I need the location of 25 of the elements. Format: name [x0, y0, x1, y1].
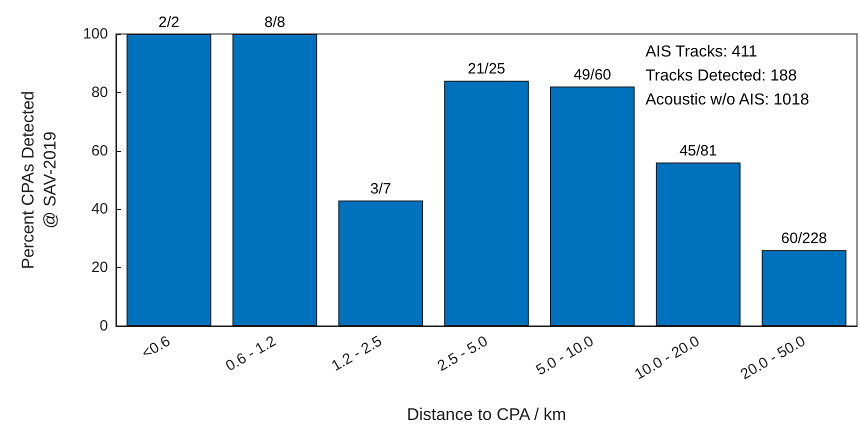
x-tick-label: 20.0 - 50.0 [738, 332, 808, 384]
annotation: 2/2 [158, 14, 180, 31]
x-tick-label: 2.5 - 5.0 [434, 332, 491, 375]
y-tick-label: 80 [91, 84, 108, 101]
annotation: Acoustic w/o AIS: 1018 [645, 92, 810, 108]
annotation: 45/81 [679, 142, 717, 160]
annotation: 60/228 [781, 230, 828, 248]
annotation: 21/25 [468, 60, 506, 78]
y-axis-title: Percent CPAs Detected @ SAV-2019 [18, 90, 60, 270]
x-tick-label: 10.0 - 20.0 [632, 332, 702, 384]
annotation: 8/8 [264, 14, 286, 31]
annotation: AIS Tracks: 411 [645, 44, 758, 60]
annotation: 3/7 [370, 180, 392, 198]
y-tick-label: 20 [91, 259, 108, 276]
x-tick-label: 0.6 - 1.2 [222, 332, 280, 375]
x-tick-label: 5.0 - 10.0 [533, 332, 597, 380]
y-tick-label: 100 [82, 26, 108, 42]
x-tick-label: <0.6 [139, 332, 174, 362]
y-tick-label: 40 [91, 200, 108, 218]
x-axis-title: Distance to CPA / km [406, 405, 566, 424]
annotation: Tracks Detected: 188 [645, 68, 798, 84]
annotation: 49/60 [574, 66, 612, 84]
y-tick-label: 0 [100, 318, 108, 334]
y-tick-label: 60 [91, 142, 108, 160]
x-tick-label: 1.2 - 2.5 [328, 332, 385, 375]
